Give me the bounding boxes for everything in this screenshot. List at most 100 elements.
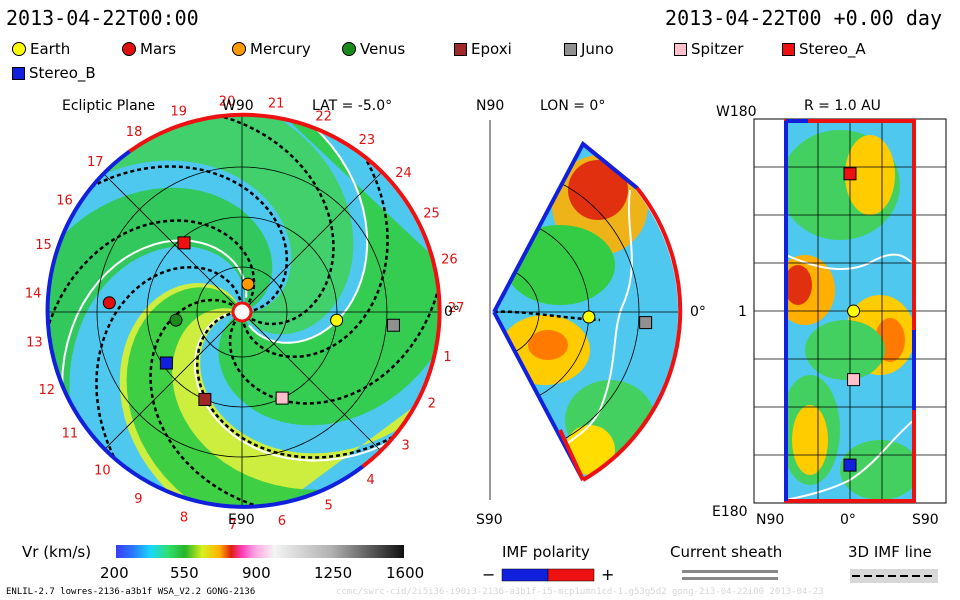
imf-line [228,250,438,405]
ecliptic-bottom-label: E90 [228,512,255,528]
vr-colorbar: Vr (km/s) 200 550 900 1250 1600 [22,543,424,582]
carrington-label: 10 [94,464,111,479]
juno-marker [639,316,653,330]
vr-band [218,116,438,426]
stereo-b-marker [159,356,173,370]
imf-line [46,219,256,374]
carrington-label: 2 [428,397,436,412]
carrington-label: 20 [219,95,236,110]
venus-marker [169,313,183,327]
ecliptic-top-label: W90 [222,98,254,114]
earth-marker [330,313,344,327]
imf-negative-swatch [501,568,549,582]
meridional-right-label: 0° [690,304,706,320]
legend-swatch [342,42,356,56]
watermark: ccmc/swrc-cid/2i5i36-i90i3-2136-a3b1f-i5… [336,587,824,597]
legend-swatch [12,42,26,56]
sphere-x-right: S90 [912,512,939,528]
stereo-b-marker [843,458,857,472]
meridional-top-label: N90 [476,98,504,114]
earth-marker [847,304,861,318]
legend-swatch [454,42,467,56]
meridional-title: LON = 0° [540,98,605,114]
sphere-top-label: W180 [716,104,757,120]
carrington-label: 7 [229,518,237,533]
legend-label: Stereo_A [799,40,866,58]
model-footer: ENLIL-2.7 lowres-2136-a3b1f WSA_V2.2 GON… [6,587,256,597]
carrington-label: 27 [448,301,465,316]
stereo-a-marker [843,167,857,181]
legend-swatch [122,42,136,56]
colorbar-tick: 1250 [314,564,352,582]
legend-item-venus: Venus [342,40,405,58]
legend-label: Mars [140,40,177,58]
epoxi-marker [198,392,212,406]
imf-line-title: 3D IMF line [848,543,932,561]
carrington-label: 6 [278,514,286,529]
legend-label: Mercury [250,40,311,58]
sun-marker [231,301,253,323]
legend-label: Epoxi [471,40,512,58]
carrington-label: 4 [367,473,375,488]
right-timestamp: 2013-04-22T00 +0.00 day [665,6,942,30]
stereo-a-marker [177,236,191,250]
imf-line [149,298,304,508]
current-sheath-line [248,116,369,344]
legend-item-stereo-a: Stereo_A [782,40,866,58]
carrington-label: 3 [402,439,410,454]
spitzer-marker [275,391,289,405]
carrington-label: 25 [423,207,440,222]
legend-item-spitzer: Spitzer [674,40,743,58]
carrington-label: 22 [315,109,332,124]
colorbar-tick: 550 [170,564,199,582]
meridional-bottom-label: S90 [476,512,503,528]
legend-item-epoxi: Epoxi [454,40,512,58]
legend-label: Stereo_B [29,64,96,82]
legend-item-stereo-b: Stereo_B [12,64,96,82]
sphere-title: R = 1.0 AU [804,98,881,114]
spitzer-marker [847,373,861,387]
carrington-label: 15 [35,238,52,253]
legend-swatch [674,42,687,56]
carrington-label: 16 [56,194,73,209]
legend-item-mars: Mars [122,40,176,58]
legend-item-earth: Earth [12,40,70,58]
imf-plus: + [601,565,614,584]
carrington-label: 21 [268,96,285,111]
legend-item-mercury: Mercury [232,40,311,58]
sphere-bottom-label: E180 [712,504,748,520]
ecliptic-title: Ecliptic Plane [62,98,155,114]
sphere-x-mid: 0° [840,512,856,528]
legend-label: Earth [30,40,71,58]
carrington-label: 18 [126,125,143,140]
imf-title: IMF polarity [502,543,590,561]
legend-swatch [782,42,795,56]
left-timestamp: 2013-04-22T00:00 [6,6,199,30]
carrington-label: 23 [359,133,376,148]
current-sheath-legend: Current sheath [670,543,782,580]
carrington-label: 26 [441,252,458,267]
colorbar-tick: 200 [100,564,129,582]
colorbar-tick: 900 [242,564,271,582]
current-sheath-line [61,239,248,437]
vr-band [46,187,273,482]
colorbar-label: Vr (km/s) [22,543,91,561]
legend-item-juno: Juno [564,40,614,58]
legend-label: Venus [360,40,406,58]
sphere-mid-label: 1 [738,304,747,320]
ecliptic-right-label: 0° [444,304,460,320]
earth-marker [582,310,596,324]
imf-polarity-legend: IMF polarity − + [482,543,614,584]
imf-minus: − [482,565,495,584]
carrington-label: 13 [26,336,43,351]
vr-band [46,116,354,335]
sphere-panel: W180 R = 1.0 AU 1 E180 N90 0° S90 [712,98,947,528]
legend-label: Spitzer [691,40,744,58]
current-sheath-title: Current sheath [670,543,782,561]
imf-line-legend: 3D IMF line [848,543,938,583]
carrington-label: 9 [134,492,142,507]
legend-swatch [232,42,246,56]
carrington-label: 14 [25,286,42,301]
